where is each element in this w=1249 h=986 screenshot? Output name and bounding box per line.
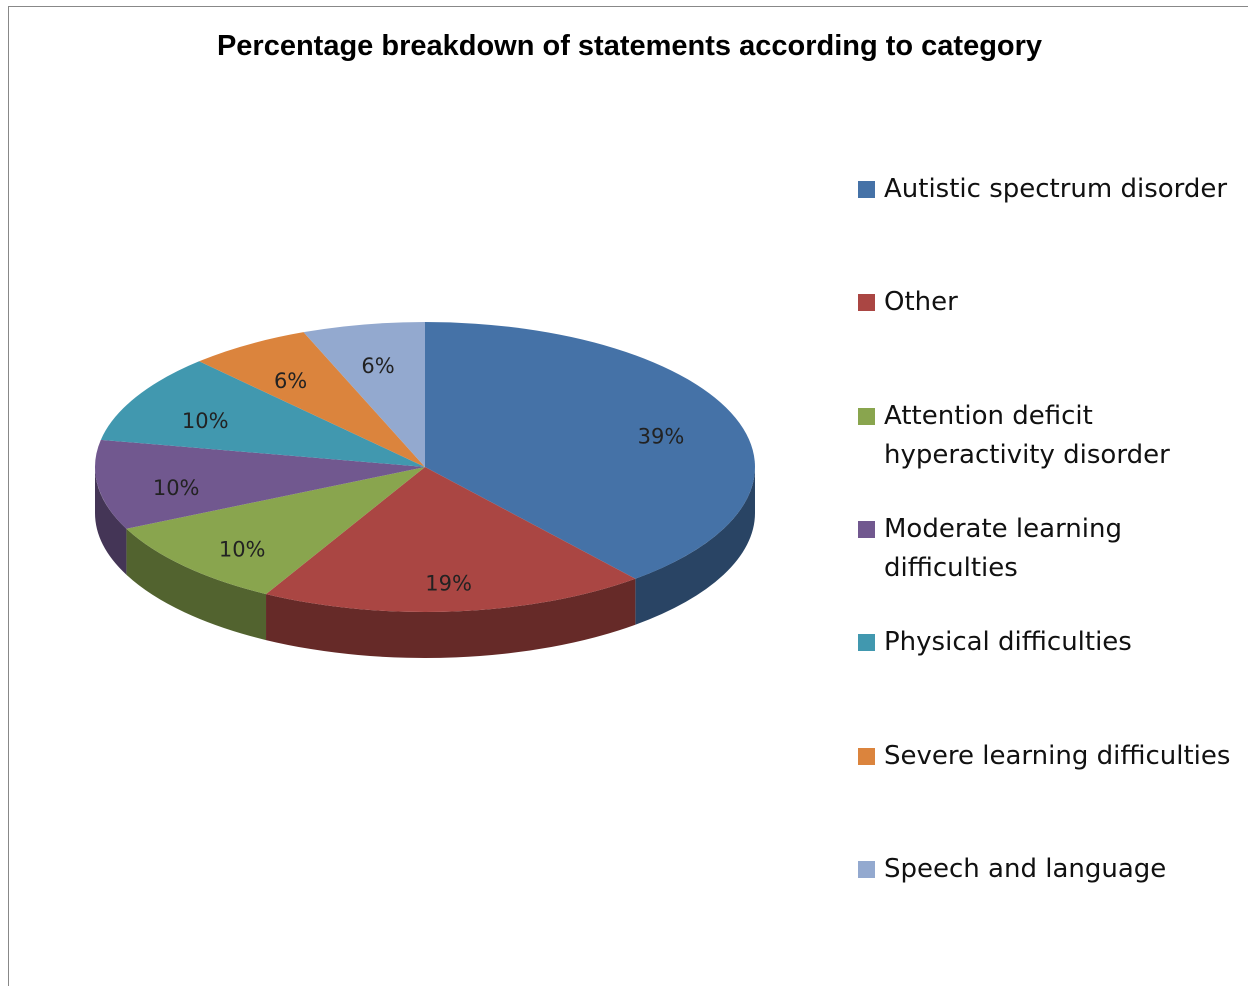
pie-slice [199, 332, 425, 467]
legend-item: Moderate learning difficulties [858, 510, 1234, 588]
legend-item: Autistic spectrum disorder [858, 170, 1227, 209]
legend-swatch [858, 747, 875, 765]
pie-slice [100, 361, 425, 467]
legend-item: Physical difficulties [858, 623, 1132, 662]
legend-swatch [858, 294, 875, 312]
legend-label: Autistic spectrum disorder [884, 174, 1228, 204]
pie-slice [266, 467, 636, 612]
pie-slice [94, 439, 425, 529]
pie-slice [126, 467, 425, 595]
legend-label: Other [884, 287, 958, 318]
legend-item: Attention deficit hyperactivity disorder [858, 397, 1234, 475]
legend-item: Speech and language [858, 850, 1166, 889]
legend-swatch [858, 520, 875, 538]
data-label: 10% [219, 537, 266, 561]
pie-slice [303, 322, 425, 467]
legend-label: Attention deficit hyperactivity disorder [884, 400, 1170, 470]
data-label: 10% [153, 476, 200, 500]
data-label: 6% [361, 354, 394, 378]
data-label: 10% [182, 409, 229, 433]
legend-item: Severe learning difficulties [858, 737, 1230, 776]
pie-slice-side [266, 578, 636, 658]
chart-title: Percentage breakdown of statements accor… [216, 30, 1043, 62]
data-label: 39% [638, 425, 685, 449]
chart-frame [8, 6, 1248, 986]
legend-swatch [858, 407, 875, 425]
legend-swatch [858, 860, 875, 878]
pie-slice-side [126, 528, 267, 641]
data-label: 6% [274, 369, 307, 393]
pie-slice-side [635, 467, 755, 625]
legend-label: Severe learning difficulties [884, 740, 1231, 771]
pie-slice-side [95, 467, 127, 575]
legend-label: Physical difficulties [884, 627, 1132, 658]
legend-item: Other [858, 283, 958, 322]
legend-label: Moderate learning difficulties [884, 513, 1122, 583]
pie-slice [425, 322, 755, 579]
data-label: 19% [425, 572, 472, 596]
legend-swatch [858, 181, 875, 198]
legend-label: Speech and language [884, 853, 1167, 884]
legend-swatch [858, 634, 875, 652]
